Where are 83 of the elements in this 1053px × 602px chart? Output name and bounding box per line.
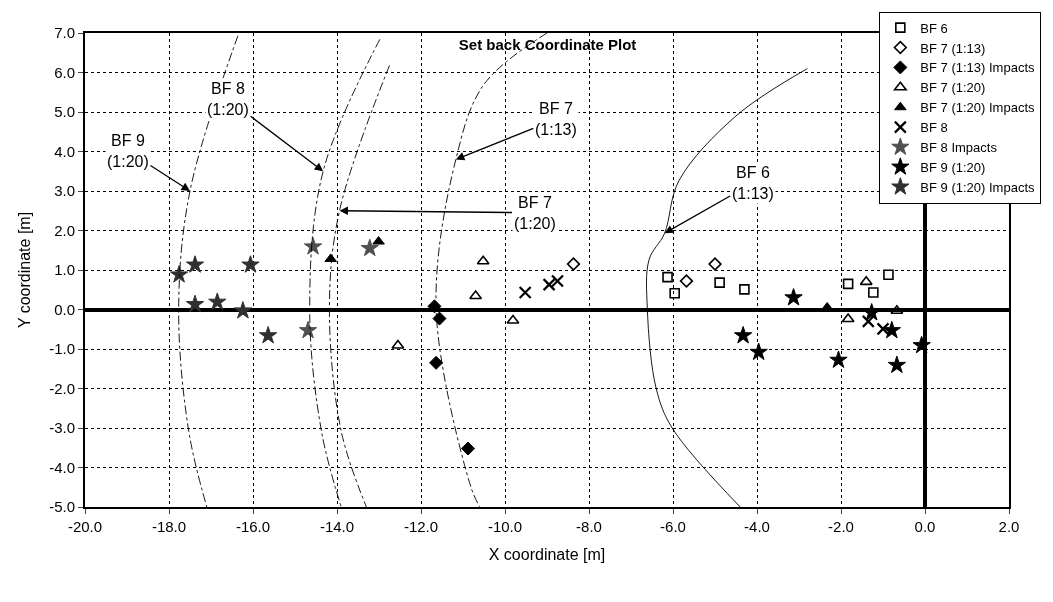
x-tick-label: -10.0: [487, 518, 523, 535]
y-tick-label: 5.0: [54, 103, 75, 121]
legend-label: BF 9 (1:20): [920, 159, 986, 175]
point: [427, 299, 442, 314]
point: [566, 257, 581, 271]
y-tick-label: 7.0: [54, 24, 75, 42]
point: [241, 255, 260, 273]
point: [208, 292, 227, 310]
point: [461, 441, 476, 456]
point: [169, 265, 189, 283]
x-tick-label: -16.0: [235, 518, 271, 535]
point: [476, 255, 490, 265]
x-tick-label: -6.0: [660, 518, 686, 535]
legend-label: BF 8: [920, 120, 948, 136]
point: [708, 257, 722, 271]
chart-title: Set back Coordinate Plot: [458, 36, 637, 54]
x-tick-label: 2.0: [998, 518, 1020, 535]
y-tick-label: 3.0: [54, 182, 75, 200]
legend-label: BF 7 (1:20): [920, 80, 986, 96]
x-tick-label: -2.0: [828, 518, 854, 535]
y-tick-label: -2.0: [49, 379, 75, 397]
point: [429, 355, 444, 370]
x-tick-label: -12.0: [403, 518, 439, 535]
x-tick-label: 0.0: [914, 518, 936, 535]
legend-label: BF 7 (1:13) Impacts: [920, 60, 1035, 76]
annotation: BF 6 (1:13): [732, 164, 774, 202]
point: [542, 278, 556, 292]
legend-label: BF 8 Impacts: [920, 140, 998, 156]
y-tick-label: 2.0: [54, 221, 75, 239]
legend-label: BF 9 (1:20) Impacts: [920, 179, 1035, 195]
legend-label: BF 7 (1:20) Impacts: [920, 100, 1035, 116]
point: [861, 314, 875, 328]
point: [298, 320, 318, 339]
x-tick-label: -18.0: [151, 518, 187, 535]
point: [518, 285, 532, 300]
point: [868, 287, 879, 298]
point: [842, 278, 854, 290]
point: [679, 274, 694, 288]
annotation: BF 7 (1:20): [514, 194, 556, 232]
x-axis-title: X coordinate [m]: [488, 546, 606, 564]
x-tick-label: -8.0: [576, 518, 602, 535]
point: [829, 350, 848, 368]
point: [749, 342, 768, 361]
point: [733, 325, 753, 344]
point: [739, 284, 750, 295]
point: [841, 313, 855, 323]
point: [887, 355, 907, 374]
y-tick-label: -3.0: [49, 419, 75, 437]
point: [391, 339, 405, 349]
point: [432, 311, 447, 326]
point: [859, 276, 873, 286]
y-tick-label: 6.0: [54, 63, 75, 81]
y-tick-label: 1.0: [54, 261, 75, 279]
y-tick-label: 0.0: [54, 300, 75, 318]
point: [185, 255, 205, 273]
annotation: BF 7 (1:13): [535, 100, 577, 138]
y-tick-label: -5.0: [49, 498, 75, 516]
point: [669, 288, 680, 299]
point: [912, 335, 931, 354]
point: [550, 274, 565, 288]
y-tick-label: -1.0: [49, 340, 75, 358]
legend-label: BF 6: [920, 20, 948, 36]
y-tick-label: 4.0: [54, 142, 75, 160]
point: [714, 277, 725, 288]
annotation: BF 8 (1:20): [207, 80, 249, 118]
point: [233, 301, 253, 319]
legend-label: BF 7 (1:13): [920, 40, 986, 56]
y-axis-title: Y coordinate [m]: [15, 211, 33, 329]
point: [883, 269, 894, 281]
x-tick-label: -4.0: [744, 518, 770, 535]
point: [258, 325, 278, 344]
x-tick-label: -14.0: [319, 518, 355, 535]
x-tick-label: -20.0: [67, 518, 103, 535]
point: [662, 271, 673, 283]
point: [185, 294, 205, 313]
y-tick-label: -4.0: [49, 458, 75, 476]
point: [360, 238, 379, 257]
point: [506, 314, 520, 324]
point: [876, 322, 890, 336]
point: [784, 288, 803, 306]
point: [469, 290, 483, 300]
point: [882, 320, 901, 339]
annotation: BF 9 (1:20): [107, 132, 149, 170]
